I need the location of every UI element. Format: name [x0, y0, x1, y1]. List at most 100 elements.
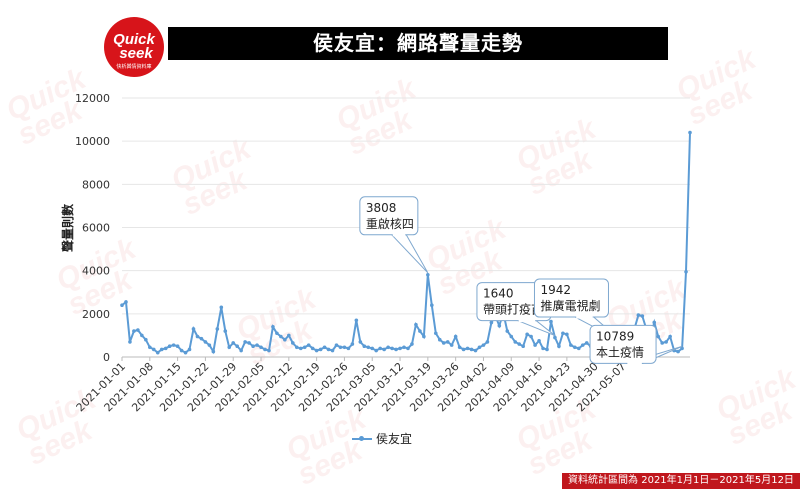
callout-pointer-mask — [576, 315, 593, 319]
data-point — [521, 344, 525, 349]
data-point — [175, 344, 180, 349]
data-point — [136, 328, 140, 332]
data-point — [330, 348, 335, 353]
data-point — [422, 334, 426, 339]
data-point — [569, 343, 573, 347]
chart-title: 侯友宜：網路聲量走勢 — [168, 27, 668, 60]
callout-value: 1640 — [483, 287, 514, 301]
data-point — [318, 347, 323, 352]
data-point — [430, 303, 434, 308]
callout-label: 本土疫情 — [596, 344, 644, 359]
data-point — [294, 345, 299, 350]
data-point — [195, 334, 200, 339]
data-point — [290, 341, 295, 345]
data-point — [688, 130, 692, 135]
data-point — [334, 343, 339, 347]
callout-value: 3808 — [366, 201, 397, 215]
data-point — [652, 320, 657, 325]
data-point — [378, 346, 382, 351]
legend: 侯友宜 — [352, 430, 412, 447]
data-point — [557, 344, 561, 349]
data-point — [394, 347, 398, 352]
data-point — [473, 348, 478, 353]
callout-pointer — [390, 234, 429, 274]
callout-value: 10789 — [596, 329, 634, 343]
data-point — [489, 320, 494, 325]
data-point — [227, 345, 232, 350]
data-point — [287, 333, 291, 338]
data-point — [533, 343, 537, 347]
data-point — [410, 342, 414, 346]
legend-swatch — [352, 435, 372, 441]
data-point — [275, 331, 279, 336]
data-point — [310, 346, 315, 351]
date-range-note: 資料統計區間為 2021年1月1日－2021年5月12日 — [562, 473, 800, 489]
callout-box — [359, 196, 419, 236]
data-point — [326, 347, 331, 352]
data-point — [167, 344, 172, 349]
y-tick-label: 4000 — [82, 265, 110, 278]
data-point — [314, 348, 319, 353]
data-point — [155, 350, 160, 355]
data-point — [358, 340, 363, 344]
data-point — [366, 345, 371, 350]
y-tick-label: 8000 — [82, 178, 110, 191]
data-point — [576, 346, 581, 351]
y-tick-label: 0 — [103, 351, 110, 364]
data-point — [132, 329, 136, 333]
data-point — [151, 347, 156, 352]
data-point — [163, 346, 168, 351]
data-point — [449, 343, 454, 347]
callout-value: 1942 — [540, 283, 571, 297]
data-point — [362, 344, 367, 349]
data-point — [684, 269, 688, 274]
data-point — [338, 345, 343, 350]
data-point — [370, 346, 375, 351]
data-point — [537, 339, 541, 343]
data-point — [207, 343, 212, 347]
data-point — [640, 314, 645, 318]
data-point — [298, 346, 303, 351]
data-point — [485, 340, 490, 344]
data-point — [457, 345, 462, 350]
data-point — [219, 305, 224, 310]
logo-tagline: 快析輿情資料庫 — [116, 63, 151, 70]
data-point — [469, 347, 474, 352]
data-point — [263, 347, 267, 352]
data-point — [437, 337, 442, 342]
data-point — [676, 349, 680, 354]
data-point — [306, 343, 311, 347]
callout-label: 帶頭打疫苗 — [483, 302, 543, 317]
data-point — [171, 343, 176, 347]
data-point — [199, 336, 204, 341]
y-axis-label: 聲量則數 — [60, 204, 75, 252]
data-point — [124, 300, 128, 304]
data-point — [509, 334, 514, 339]
data-point — [120, 303, 124, 308]
data-point — [445, 340, 450, 344]
quickseek-logo: Quick seek 快析輿情資料庫 — [104, 17, 164, 77]
data-point — [148, 345, 152, 350]
data-point — [390, 346, 394, 351]
data-point — [386, 345, 390, 350]
logo-line2: seek — [119, 45, 153, 62]
data-point — [259, 345, 263, 350]
data-point — [418, 329, 422, 333]
data-point — [342, 345, 347, 350]
data-point — [453, 334, 458, 339]
data-point — [402, 345, 406, 350]
data-point — [398, 346, 402, 351]
data-point — [159, 347, 164, 352]
legend-label: 侯友宜 — [376, 432, 413, 446]
callout-box — [533, 278, 609, 318]
data-point — [441, 341, 446, 345]
data-point — [346, 346, 351, 351]
data-point — [183, 350, 188, 355]
data-point — [636, 313, 641, 317]
data-point — [505, 329, 510, 333]
y-tick-label: 12000 — [75, 92, 110, 105]
data-point — [545, 347, 549, 352]
data-point — [350, 342, 355, 346]
